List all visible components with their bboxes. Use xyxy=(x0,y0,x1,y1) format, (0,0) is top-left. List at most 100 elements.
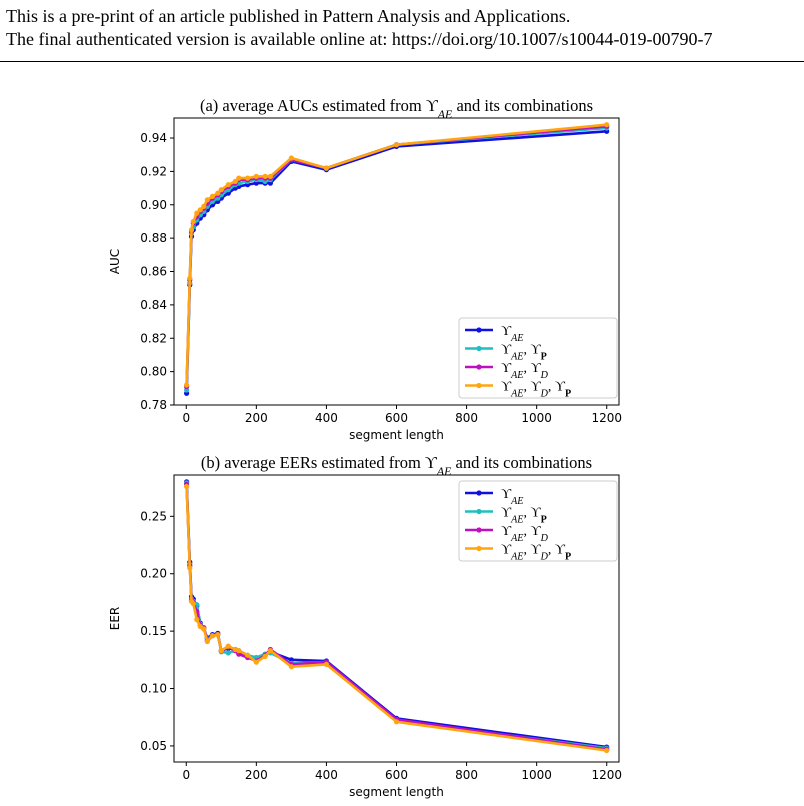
doi-notice: The final authenticated version is avail… xyxy=(6,29,713,49)
data-point xyxy=(323,165,329,171)
y-tick-label: 0.78 xyxy=(140,398,167,412)
legend-swatch-marker xyxy=(476,527,482,533)
y-tick-label: 0.82 xyxy=(140,331,167,345)
chart-auc: (a) average AUCs estimated from ϒAE and … xyxy=(108,96,622,442)
x-tick-label: 800 xyxy=(455,411,478,425)
legend-label: ϒAE, ϒD, ϒP xyxy=(501,543,571,563)
data-point xyxy=(245,175,251,181)
y-tick-label: 0.88 xyxy=(140,231,167,245)
series-line xyxy=(185,123,607,386)
preprint-notice: This is a pre-print of an article publis… xyxy=(6,6,571,26)
legend-item: ϒAE, ϒP xyxy=(465,343,547,363)
data-point xyxy=(236,175,242,181)
legend-label: ϒAE, ϒP xyxy=(501,343,547,363)
data-point xyxy=(194,617,200,623)
data-point xyxy=(209,193,216,199)
legend-swatch-marker xyxy=(476,382,482,389)
legend-item: ϒAE, ϒD, ϒP xyxy=(465,380,571,400)
legend-item: ϒAE xyxy=(465,324,523,344)
x-tick-label: 600 xyxy=(385,768,408,782)
y-tick-label: 0.05 xyxy=(140,739,167,753)
x-axis-label: segment length xyxy=(349,428,444,442)
data-point xyxy=(197,207,203,213)
y-tick-label: 0.92 xyxy=(140,164,167,178)
x-tick-label: 400 xyxy=(315,411,338,425)
x-tick-label: 400 xyxy=(315,768,338,782)
data-point xyxy=(253,173,259,179)
legend-label: ϒAE xyxy=(501,324,523,344)
data-point xyxy=(184,483,190,490)
data-point xyxy=(215,190,221,196)
legend-label: ϒAE, ϒD xyxy=(501,361,549,381)
data-point xyxy=(604,122,610,128)
x-tick-label: 0 xyxy=(182,768,190,782)
x-tick-label: 600 xyxy=(385,411,408,425)
y-tick-label: 0.90 xyxy=(140,198,167,212)
y-tick-label: 0.86 xyxy=(140,265,167,279)
data-point xyxy=(194,210,200,216)
y-tick-label: 0.15 xyxy=(140,624,167,638)
legend-swatch-marker xyxy=(476,364,482,370)
data-point xyxy=(201,626,207,632)
data-point xyxy=(218,187,224,193)
x-tick-label: 200 xyxy=(245,768,268,782)
data-point xyxy=(393,142,400,148)
data-point xyxy=(288,664,294,670)
legend-swatch-marker xyxy=(476,545,482,552)
chart-eer: (b) average EERs estimated from ϒAE and … xyxy=(108,453,622,799)
data-point xyxy=(604,747,610,754)
legend-item: ϒAE, ϒD, ϒP xyxy=(465,543,571,563)
data-point xyxy=(236,648,242,654)
y-tick-label: 0.94 xyxy=(140,131,167,145)
chart-title: (a) average AUCs estimated from ϒAE and … xyxy=(200,96,593,121)
legend-label: ϒAE, ϒD xyxy=(501,524,549,544)
data-point xyxy=(267,173,273,179)
legend-item: ϒAE, ϒD xyxy=(465,361,549,381)
legend-item: ϒAE, ϒD xyxy=(465,524,549,544)
y-tick-label: 0.84 xyxy=(140,298,167,312)
x-tick-label: 0 xyxy=(182,411,190,425)
legend-swatch-marker xyxy=(476,345,482,352)
data-point xyxy=(225,650,231,656)
data-point xyxy=(201,203,207,209)
x-tick-label: 1200 xyxy=(591,411,622,425)
x-tick-label: 800 xyxy=(455,768,478,782)
data-point xyxy=(204,638,210,645)
legend-box xyxy=(458,480,618,562)
legend-swatch-marker xyxy=(476,490,482,496)
data-point xyxy=(209,633,216,639)
y-tick-label: 0.25 xyxy=(140,509,167,523)
data-point xyxy=(253,659,259,665)
data-point xyxy=(204,197,210,203)
data-point xyxy=(267,648,273,654)
data-point xyxy=(218,648,224,654)
data-point xyxy=(232,178,238,184)
data-point xyxy=(393,719,400,725)
legend-swatch-marker xyxy=(476,508,482,515)
x-tick-label: 1000 xyxy=(521,768,552,782)
x-tick-label: 1000 xyxy=(521,411,552,425)
legend-item: ϒAE, ϒP xyxy=(465,506,547,525)
data-point xyxy=(188,227,195,233)
data-point xyxy=(225,643,231,649)
data-point xyxy=(190,218,196,225)
series-4 xyxy=(184,122,610,388)
data-point xyxy=(262,173,268,179)
legend-swatch-marker xyxy=(476,327,482,333)
x-axis-label: segment length xyxy=(349,785,444,799)
data-point xyxy=(184,382,190,388)
data-point xyxy=(187,565,193,571)
data-point xyxy=(190,601,196,607)
legend-label: ϒAE xyxy=(501,487,523,507)
y-tick-label: 0.80 xyxy=(140,365,167,379)
legend-label: ϒAE, ϒD, ϒP xyxy=(501,380,571,400)
legend-item: ϒAE xyxy=(465,487,523,507)
data-point xyxy=(245,652,251,658)
series-line xyxy=(185,486,607,752)
y-axis-label: AUC xyxy=(108,249,122,274)
x-tick-label: 200 xyxy=(245,411,268,425)
chart-title: (b) average EERs estimated from ϒAE and … xyxy=(201,453,592,478)
